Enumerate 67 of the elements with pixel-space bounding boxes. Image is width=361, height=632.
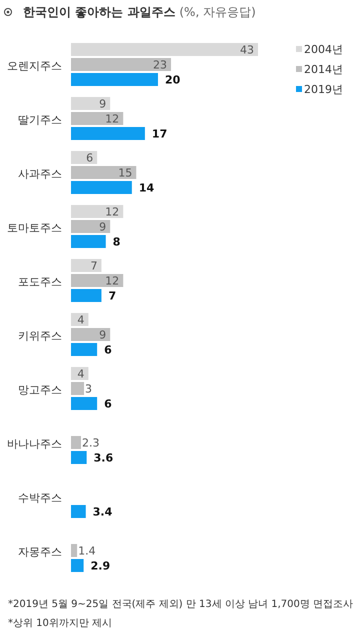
bar — [71, 544, 78, 557]
legend-label: 2019년 — [304, 83, 343, 96]
y-tick-label: 바나나주스 — [7, 438, 62, 450]
bar — [71, 58, 172, 71]
chart-subtitle: (%, 자유응답) — [179, 5, 256, 19]
bar — [71, 259, 102, 272]
data-label: 3.6 — [94, 452, 114, 464]
data-label: 4 — [77, 368, 84, 380]
bar — [71, 289, 102, 302]
bar — [71, 181, 132, 194]
data-label: 7 — [90, 260, 98, 272]
data-label: 14 — [138, 182, 155, 194]
bar — [71, 235, 106, 248]
bar — [71, 274, 124, 287]
data-label: 15 — [118, 166, 132, 180]
data-label: 9 — [99, 98, 106, 110]
bar — [71, 112, 124, 125]
y-tick-label: 자몽주스 — [18, 546, 62, 558]
data-label: 9 — [99, 328, 106, 342]
data-label: 3.4 — [92, 506, 113, 518]
y-tick-label: 오렌지주스 — [7, 60, 62, 72]
data-label: 12 — [105, 274, 120, 288]
bar — [71, 451, 87, 464]
y-tick-label: 키위주스 — [18, 330, 62, 342]
data-label: 43 — [240, 44, 254, 56]
bar — [71, 151, 98, 164]
y-tick-label: 사과주스 — [18, 168, 62, 180]
data-label: 6 — [86, 152, 94, 164]
bar — [71, 505, 86, 518]
data-label: 6 — [104, 398, 112, 410]
y-tick-label: 딸기주스 — [18, 114, 62, 126]
bar — [71, 43, 258, 56]
legend-label: 2014년 — [304, 63, 343, 76]
bar — [71, 220, 110, 233]
text: *상위 10위까지만 제시 — [8, 618, 112, 629]
data-label: 6 — [104, 344, 112, 356]
bar — [71, 328, 110, 341]
data-label: 20 — [164, 74, 181, 86]
data-label: 9 — [99, 220, 106, 234]
bar — [71, 436, 81, 449]
data-label: 23 — [153, 58, 168, 72]
data-label: 7 — [108, 290, 116, 302]
bar — [71, 397, 98, 410]
data-label: 4 — [77, 314, 84, 326]
bar — [71, 382, 84, 395]
data-label: 8 — [112, 236, 120, 248]
bar — [71, 97, 110, 110]
chart-title: 한국인이 좋아하는 과일주스 — [23, 5, 176, 19]
legend-label: 2004년 — [304, 43, 343, 56]
bar — [71, 343, 98, 356]
data-label: 1.4 — [78, 544, 96, 558]
bar — [71, 166, 136, 179]
text: *2019년 5월 9~25일 전국(제주 제외) 만 13세 이상 남녀 1,700명 면접조사 — [8, 599, 353, 610]
data-label: 17 — [152, 128, 168, 140]
data-label: 2.3 — [82, 436, 100, 450]
y-tick-label: 망고주스 — [18, 384, 62, 396]
bar — [71, 73, 158, 86]
bar — [71, 127, 145, 140]
y-tick-label: 수박주스 — [18, 492, 62, 504]
data-label: 3 — [85, 382, 92, 396]
y-tick-label: 토마토주스 — [7, 222, 62, 234]
bar — [71, 559, 84, 572]
y-tick-label: 포도주스 — [18, 276, 62, 288]
data-label: 12 — [105, 206, 120, 218]
data-label: 2.9 — [90, 560, 110, 572]
data-label: 12 — [105, 112, 120, 126]
bar — [71, 205, 124, 218]
